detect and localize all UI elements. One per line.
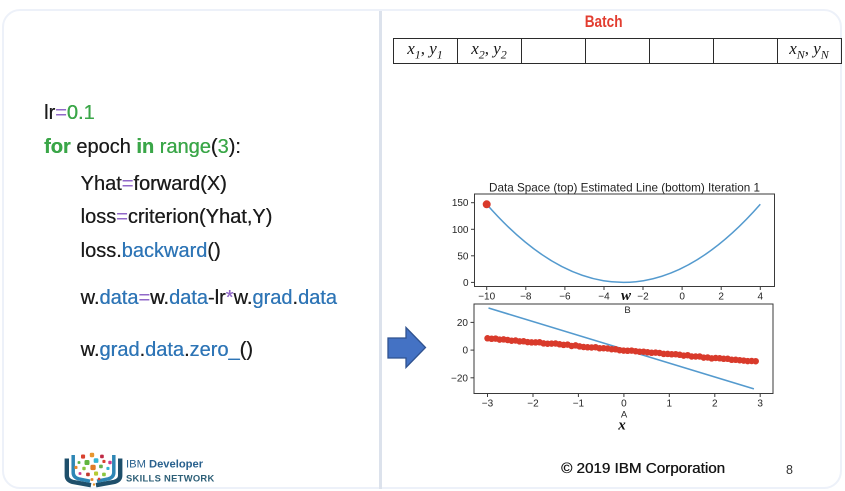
svg-text:−3: −3 xyxy=(482,398,494,409)
svg-text:0: 0 xyxy=(463,278,469,289)
svg-text:Data Space (top) Estimated Lin: Data Space (top) Estimated Line (bottom)… xyxy=(489,182,760,195)
svg-text:−2: −2 xyxy=(527,398,539,409)
svg-text:−10: −10 xyxy=(478,291,495,302)
svg-text:B: B xyxy=(624,305,630,316)
svg-text:1: 1 xyxy=(667,398,673,409)
svg-text:0: 0 xyxy=(679,291,685,302)
svg-text:−8: −8 xyxy=(520,291,532,302)
svg-text:0: 0 xyxy=(462,346,468,357)
svg-text:−1: −1 xyxy=(573,398,585,409)
svg-text:A: A xyxy=(621,410,628,421)
svg-text:50: 50 xyxy=(457,251,469,262)
svg-text:3: 3 xyxy=(757,398,763,409)
svg-text:w: w xyxy=(621,288,632,304)
svg-text:150: 150 xyxy=(452,198,469,209)
svg-text:100: 100 xyxy=(452,225,469,236)
svg-text:−20: −20 xyxy=(451,373,468,384)
svg-text:2: 2 xyxy=(718,291,724,302)
svg-text:x: x xyxy=(617,418,626,434)
svg-text:0: 0 xyxy=(621,398,627,409)
svg-text:2: 2 xyxy=(712,398,718,409)
svg-text:SKILLS NETWORK: SKILLS NETWORK xyxy=(126,473,215,484)
svg-text:4: 4 xyxy=(758,291,764,302)
svg-text:−6: −6 xyxy=(559,291,571,302)
svg-text:20: 20 xyxy=(457,318,469,329)
svg-text:IBM Developer: IBM Developer xyxy=(126,459,204,471)
svg-text:−4: −4 xyxy=(598,291,610,302)
svg-text:−2: −2 xyxy=(637,291,649,302)
